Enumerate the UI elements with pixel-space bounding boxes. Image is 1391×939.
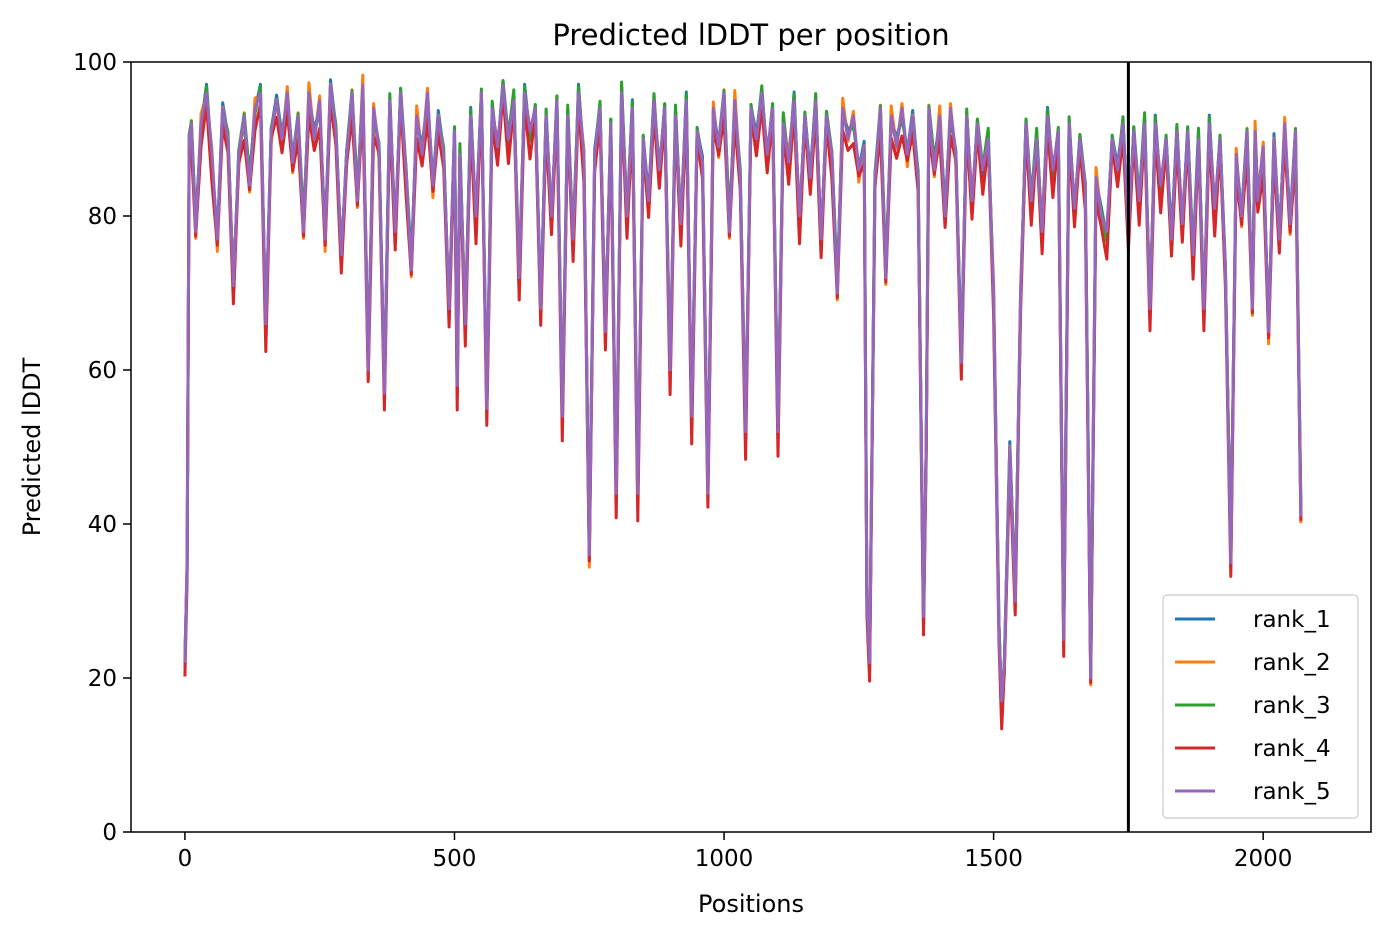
series-line-rank_5 [183, 83, 1303, 703]
y-tick-label: 80 [88, 204, 117, 230]
legend-label-rank_3: rank_3 [1253, 693, 1331, 719]
legend-label-rank_5: rank_5 [1253, 779, 1331, 805]
y-tick-label: 60 [88, 358, 117, 384]
plot-frame [130, 61, 1372, 833]
y-tick-label: 20 [88, 666, 117, 692]
legend-label-rank_4: rank_4 [1253, 736, 1331, 762]
legend: rank_1 rank_2 rank_3 rank_4 rank_5 [1162, 594, 1359, 819]
series-line-rank_4 [183, 92, 1303, 731]
legend-label-rank_2: rank_2 [1253, 650, 1331, 676]
y-axis-label: Predicted lDDT [18, 357, 46, 536]
plot-lines [183, 73, 1303, 731]
x-tick-label: 2000 [1234, 846, 1293, 872]
y-tick-label: 100 [73, 50, 117, 76]
y-tick-label: 40 [88, 512, 117, 538]
x-tick-label: 500 [433, 846, 477, 872]
y-tick-label: 0 [102, 820, 117, 846]
x-tick-label: 1000 [695, 846, 754, 872]
x-axis: 0 500 1000 1500 2000 [178, 832, 1293, 872]
x-axis-label: Positions [698, 890, 804, 918]
x-tick-label: 0 [178, 846, 193, 872]
y-axis: 0 20 40 60 80 100 [73, 50, 131, 846]
legend-label-rank_1: rank_1 [1253, 607, 1331, 633]
legend-box [1162, 594, 1359, 819]
x-tick-label: 1500 [964, 846, 1023, 872]
chart-title: Predicted lDDT per position [552, 18, 949, 52]
